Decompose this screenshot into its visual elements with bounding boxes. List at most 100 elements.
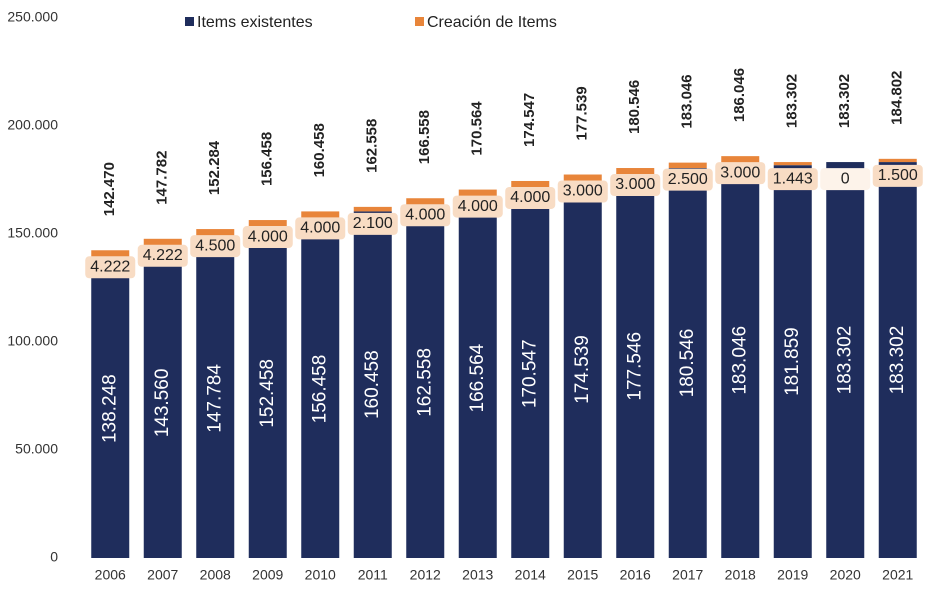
bar-segment: [353, 206, 392, 212]
bar-value-label: 183.302: [887, 326, 908, 395]
label-background: [715, 162, 766, 185]
bar-value-label: 143.560: [152, 369, 173, 438]
x-tick-label: 2009: [252, 567, 283, 583]
bar-segment: [458, 198, 497, 559]
bar-segment: [406, 198, 445, 207]
bar-value-label: 180.546: [677, 329, 698, 398]
bar-segment: [196, 229, 235, 239]
label-background: [662, 168, 713, 191]
total-label: 184.802: [889, 71, 906, 125]
bar-value-label: 4.222: [143, 247, 183, 264]
bar-segment: [668, 168, 707, 559]
total-label: 174.547: [521, 93, 538, 147]
x-tick-label: 2010: [305, 567, 336, 583]
y-tick-label: 200.000: [7, 117, 58, 133]
total-label: 156.458: [259, 132, 276, 186]
total-label: 166.558: [416, 110, 433, 164]
y-tick-label: 50.000: [15, 441, 58, 457]
bar-value-label: 183.046: [729, 326, 750, 395]
bar-segment: [91, 250, 130, 260]
bar-segment: [511, 189, 550, 559]
x-tick-label: 2018: [725, 567, 756, 583]
total-label: 162.558: [364, 119, 381, 173]
bar-segment: [301, 220, 340, 558]
bar-segment: [353, 211, 392, 559]
total-label: 170.564: [469, 101, 486, 156]
total-label: 160.458: [311, 123, 328, 177]
bar-value-label: 2.500: [668, 171, 708, 188]
bar-segment: [301, 211, 340, 221]
bar-segment: [248, 220, 287, 229]
x-tick-label: 2020: [830, 567, 861, 583]
bar-segment: [878, 162, 917, 558]
bar-value-label: 0: [841, 170, 850, 187]
bar-value-label: 3.000: [720, 164, 760, 181]
bar-value-label: 147.784: [204, 364, 225, 433]
legend-label: Items existentes: [197, 14, 313, 31]
label-background: [610, 174, 661, 197]
bar-value-label: 3.000: [563, 183, 603, 200]
bar-segment: [878, 158, 917, 163]
y-tick-label: 250.000: [7, 9, 58, 25]
y-tick-label: 100.000: [7, 333, 58, 349]
bar-segment: [196, 238, 235, 558]
bar-segment: [668, 162, 707, 169]
x-tick-label: 2019: [777, 567, 808, 583]
bar-value-label: 4.000: [458, 198, 498, 215]
y-tick-label: 0: [50, 549, 58, 565]
total-label: 142.470: [101, 162, 118, 216]
bar-value-label: 156.458: [309, 355, 330, 424]
x-tick-label: 2012: [410, 567, 441, 583]
label-background: [242, 226, 293, 249]
bar-value-label: 4.000: [510, 189, 550, 206]
x-tick-label: 2016: [620, 567, 651, 583]
bar-segment: [773, 162, 812, 166]
label-background: [872, 164, 923, 187]
legend-swatch: [185, 17, 194, 26]
bar-value-label: 174.539: [572, 335, 593, 404]
bar-value-label: 160.458: [362, 350, 383, 419]
bar-value-label: 1.500: [878, 167, 918, 184]
bar-value-label: 152.458: [257, 359, 278, 428]
total-label: 186.046: [731, 68, 748, 122]
bar-value-label: 4.000: [405, 206, 445, 223]
bar-segment: [616, 174, 655, 558]
x-tick-label: 2017: [672, 567, 703, 583]
label-background: [557, 180, 608, 203]
total-label: 180.546: [626, 80, 643, 134]
legend-swatch: [415, 17, 424, 26]
bar-segment: [91, 259, 130, 558]
legend-label: Creación de Items: [427, 14, 557, 31]
total-label: 183.302: [784, 74, 801, 128]
label-background: [400, 204, 451, 227]
bar-value-label: 162.558: [414, 348, 435, 417]
bar-value-label: 181.859: [782, 327, 803, 396]
bar-segment: [563, 174, 602, 181]
bar-value-label: 166.564: [467, 343, 488, 412]
label-background: [295, 217, 346, 240]
bar-value-label: 3.000: [615, 176, 655, 193]
label-background: [190, 235, 241, 258]
bar-value-label: 177.546: [624, 332, 645, 401]
bar-value-label: 4.222: [90, 258, 130, 275]
x-tick-label: 2021: [882, 567, 913, 583]
bar-segment: [511, 180, 550, 190]
label-background: [820, 168, 871, 191]
bar-segment: [721, 162, 760, 558]
bar-segment: [826, 162, 865, 558]
bar-segment: [721, 156, 760, 163]
bar-segment: [406, 206, 445, 558]
x-tick-label: 2007: [147, 567, 178, 583]
bar-value-label: 4.000: [248, 228, 288, 245]
bar-segment: [248, 228, 287, 558]
label-background: [347, 212, 398, 235]
bar-value-label: 170.547: [519, 339, 540, 408]
x-tick-label: 2015: [567, 567, 598, 583]
total-label: 177.539: [574, 86, 591, 140]
bar-value-label: 1.443: [773, 170, 813, 187]
total-label: 183.302: [836, 74, 853, 128]
bar-segment: [143, 238, 182, 248]
label-background: [137, 244, 188, 267]
bar-value-label: 138.248: [99, 374, 120, 443]
